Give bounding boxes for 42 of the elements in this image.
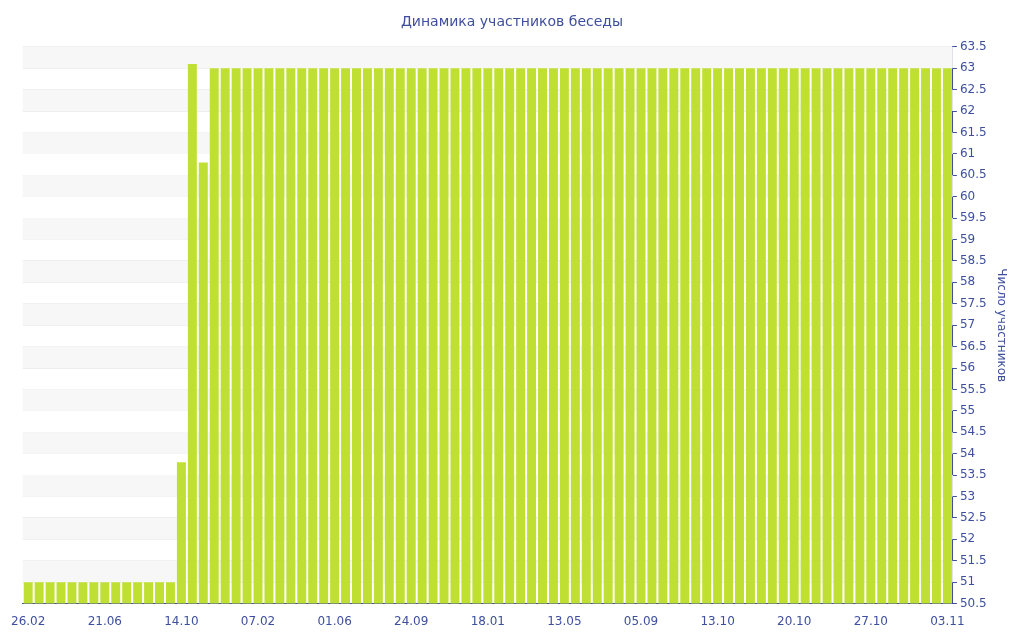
y-tick-label: 63 [959, 60, 976, 75]
x-tick-label: 18.01 [470, 613, 505, 628]
y-tick-label: 60.5 [959, 167, 987, 182]
x-tick-label: 26.02 [11, 613, 46, 628]
y-tick-label: 62.5 [959, 81, 987, 96]
y-tick-label: 53 [959, 488, 976, 503]
y-tick-label: 57 [959, 317, 976, 332]
y-tick-label: 59.5 [959, 210, 987, 225]
y-axis-title: Число участников [994, 268, 1009, 383]
x-tick-label: 21.06 [87, 613, 122, 628]
x-tick-label: 27.10 [853, 613, 888, 628]
x-tick-label: 01.06 [317, 613, 352, 628]
y-tick-label: 52.5 [959, 510, 987, 525]
y-tick-label: 50.5 [959, 595, 987, 610]
chart-title: Динамика участников беседы [400, 13, 624, 30]
y-tick-label: 51 [959, 574, 976, 589]
y-tick-label: 54 [959, 445, 976, 460]
x-tick-label: 13.05 [547, 613, 582, 628]
y-tick-label: 56.5 [959, 338, 987, 353]
x-tick-label: 03.11 [930, 613, 965, 628]
x-tick-label: 14.10 [164, 613, 199, 628]
x-tick-label: 13.10 [700, 613, 735, 628]
y-tick-label: 54.5 [959, 424, 987, 439]
y-tick-label: 52 [959, 531, 976, 546]
y-tick-label: 63.5 [959, 38, 987, 53]
y-tick-label: 62 [959, 103, 976, 118]
y-tick-label: 60 [959, 188, 976, 203]
y-tick-label: 57.5 [959, 295, 987, 310]
y-tick-label: 51.5 [959, 552, 987, 567]
x-tick-label: 05.09 [623, 613, 659, 628]
y-tick-label: 61.5 [959, 124, 987, 139]
y-tick-label: 58.5 [959, 253, 987, 268]
y-tick-label: 58 [959, 274, 976, 289]
y-tick-label: 55.5 [959, 381, 987, 396]
y-tick-label: 59 [959, 231, 976, 246]
x-tick-label: 07.02 [240, 613, 276, 628]
y-tick-label: 53.5 [959, 467, 987, 482]
y-tick-label: 61 [959, 146, 976, 160]
x-tick-label: 20.10 [777, 613, 812, 628]
y-tick-label: 56 [959, 360, 976, 375]
x-tick-label: 24.09 [394, 613, 429, 628]
y-tick-label: 55 [959, 402, 976, 417]
